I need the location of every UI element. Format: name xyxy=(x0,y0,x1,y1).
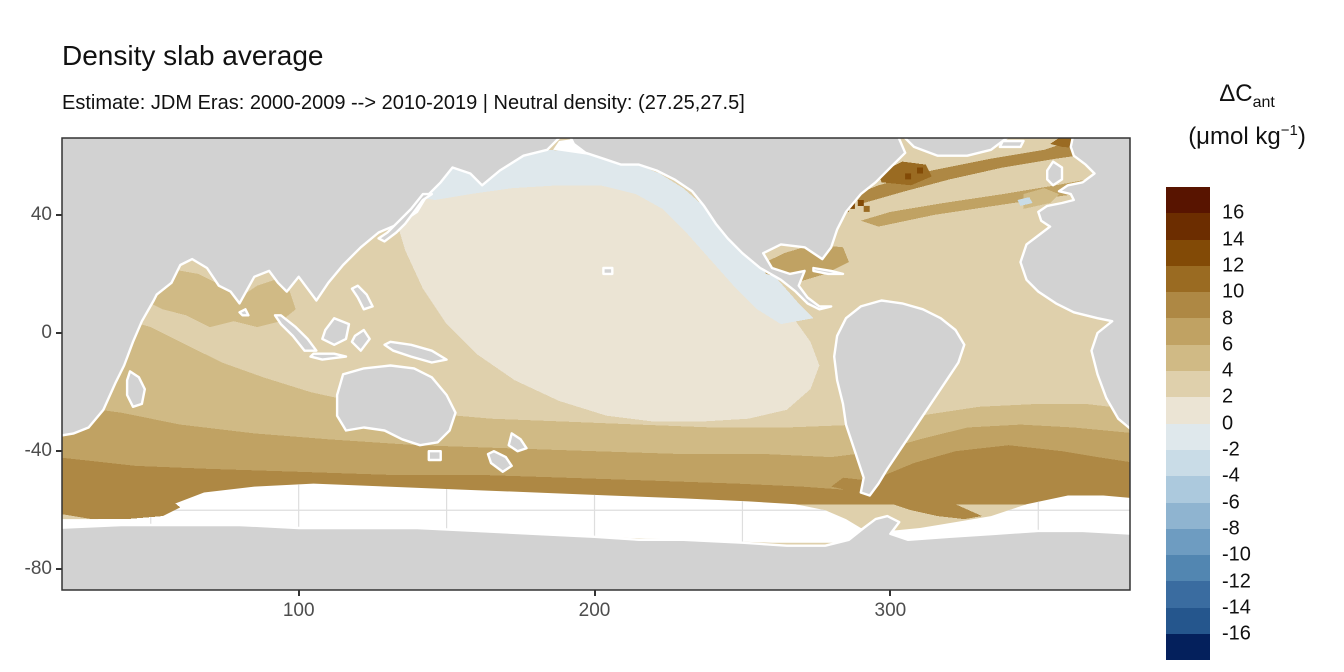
colorbar-tick-label: 10 xyxy=(1222,280,1245,303)
map-speck xyxy=(857,200,864,206)
map-ocean-layer xyxy=(848,138,1130,203)
colorbar-segment xyxy=(1166,555,1210,582)
map-land-eurasia-africa-east xyxy=(62,138,561,437)
colorbar-segment xyxy=(1166,634,1210,661)
colorbar-tick-label: 14 xyxy=(1222,228,1245,251)
colorbar-segment xyxy=(1166,397,1210,424)
colorbar-segment xyxy=(1166,423,1210,450)
map-land-philippines xyxy=(350,284,374,311)
map-ocean-layer xyxy=(1017,197,1033,206)
map-ocean-layer-overlay xyxy=(62,475,181,520)
legend-title-symbol: ΔC xyxy=(1219,80,1253,107)
map-land-new-zealand-north xyxy=(507,432,528,453)
y-tick-label: 0 xyxy=(41,321,52,343)
colorbar-segment xyxy=(1166,528,1210,556)
colorbar-tick-label: 6 xyxy=(1222,333,1234,356)
colorbar-segment xyxy=(1166,213,1210,240)
x-tick-label: 300 xyxy=(874,600,907,621)
map-land-europe-africa-west xyxy=(1019,138,1130,431)
map-land-tasmania xyxy=(427,450,442,462)
colorbar-tick-label: 4 xyxy=(1222,359,1234,382)
map-land-australia xyxy=(335,364,457,447)
colorbar-segment xyxy=(1166,502,1210,529)
legend-units: (μmol kg−1) xyxy=(1188,122,1306,150)
map-layers xyxy=(62,138,1130,590)
map-ocean-layer xyxy=(396,179,820,422)
map-land-borneo xyxy=(321,317,351,346)
map-land-sumatra xyxy=(273,314,318,352)
colorbar-segment xyxy=(1166,607,1210,635)
colorbar-tick-label: -2 xyxy=(1222,438,1240,461)
map-land-new-guinea xyxy=(383,340,448,364)
map-land-south-america xyxy=(833,299,966,497)
map-land-java xyxy=(309,352,348,361)
x-tick-mark xyxy=(297,590,300,596)
y-tick-mark xyxy=(56,568,62,571)
colorbar-tick-label: 2 xyxy=(1222,385,1234,408)
map-land-sri-lanka xyxy=(238,308,250,317)
colorbar-tick-label: -6 xyxy=(1222,491,1240,514)
colorbar-tick-label: -10 xyxy=(1222,543,1251,566)
map-ocean-layer xyxy=(860,176,1122,227)
colorbar-tick-label: -8 xyxy=(1222,517,1240,540)
legend-title-subscript: ant xyxy=(1252,93,1275,111)
colorbar-segment xyxy=(1166,239,1210,266)
colorbar-segment xyxy=(1166,265,1210,293)
map-land-new-zealand-south xyxy=(486,450,513,473)
map-land-hawaii xyxy=(602,266,614,276)
colorbar-tick-label: -4 xyxy=(1222,464,1240,487)
colorbar xyxy=(1166,187,1210,661)
colorbar-tick-label: 12 xyxy=(1222,254,1245,277)
x-tick-label: 200 xyxy=(578,600,611,621)
colorbar-segment xyxy=(1166,476,1210,503)
colorbar-segment xyxy=(1166,371,1210,398)
panel-border xyxy=(61,137,1131,591)
colorbar-segment xyxy=(1166,318,1210,345)
colorbar-tick-label: 16 xyxy=(1222,201,1245,224)
colorbar-tick-label: 0 xyxy=(1222,412,1234,435)
map-land-madagascar xyxy=(125,370,147,408)
x-tick-label: 100 xyxy=(282,600,315,621)
map-land-north-america xyxy=(569,138,907,311)
colorbar-segment xyxy=(1166,344,1210,372)
map-land-cuba xyxy=(812,266,845,276)
map-ocean-layer xyxy=(1023,188,1059,209)
map-land-iceland xyxy=(998,139,1025,149)
plot-subtitle: Estimate: JDM Eras: 2000-2009 --> 2010-2… xyxy=(62,92,745,114)
colorbar-tick-label: -12 xyxy=(1222,570,1251,592)
colorbar-tick-label: 8 xyxy=(1222,307,1234,329)
colorbar-segment xyxy=(1166,449,1210,477)
y-tick-mark xyxy=(56,213,62,216)
map-speck xyxy=(905,173,912,180)
legend-title: ΔCant xyxy=(1150,80,1344,112)
map-land-greenland xyxy=(903,138,1009,157)
map-land-sulawesi xyxy=(350,328,371,352)
y-tick-label: -40 xyxy=(24,440,52,462)
colorbar-segment xyxy=(1166,581,1210,608)
x-tick-mark xyxy=(889,590,892,596)
map-land-japan xyxy=(377,192,433,243)
y-tick-mark xyxy=(56,450,62,453)
plot-title: Density slab average xyxy=(62,40,324,71)
x-tick-mark xyxy=(593,590,596,596)
map-speck xyxy=(863,205,870,212)
colorbar-segment xyxy=(1166,187,1210,214)
y-tick-mark xyxy=(56,331,62,334)
colorbar-tick-label: -16 xyxy=(1222,622,1251,645)
colorbar-tick-label: -14 xyxy=(1222,596,1251,619)
y-tick-label: 40 xyxy=(30,203,52,225)
y-tick-label: -80 xyxy=(24,558,52,580)
map-land-uk xyxy=(1045,160,1064,187)
colorbar-segment xyxy=(1166,292,1210,319)
map-speck xyxy=(917,167,923,174)
map-land-antarctica xyxy=(62,514,1130,590)
